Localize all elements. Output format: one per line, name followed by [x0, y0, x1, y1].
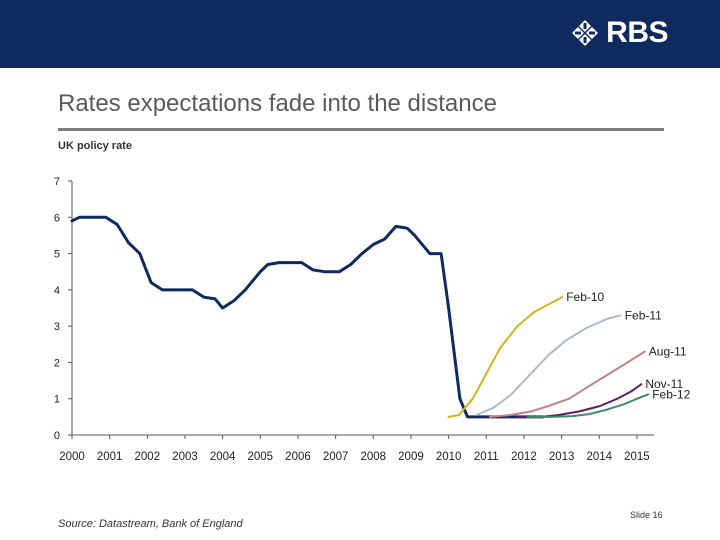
- x-tick-label: 2007: [323, 451, 349, 463]
- x-tick-label: 2001: [97, 451, 123, 463]
- x-tick-label: 2002: [135, 451, 161, 463]
- series-line: [488, 350, 646, 418]
- y-tick-label: 6: [54, 212, 60, 224]
- x-tick-label: 2010: [436, 451, 462, 463]
- x-tick-label: 2000: [59, 451, 85, 463]
- rbs-daisy-icon: [572, 20, 599, 46]
- x-tick-label: 2011: [474, 451, 499, 463]
- slide-number: Slide 16: [630, 510, 663, 520]
- series-label: Nov-11: [645, 377, 683, 391]
- policy-rate-chart: 0 1 2 3 4 5 6 7 2000 2001 2002 2003 2004 2005 2006 2007…: [54, 176, 691, 463]
- y-tick-label: 1: [54, 394, 60, 406]
- x-tick-label: 2003: [172, 451, 198, 463]
- slide-title: Rates expectations fade into the distanc…: [58, 90, 497, 117]
- x-tick-label: 2006: [285, 451, 311, 463]
- x-tick-label: 2008: [361, 451, 387, 463]
- series-label: Feb-10: [566, 290, 604, 304]
- x-tick-label: 2009: [398, 451, 424, 463]
- header-bar: RBS: [0, 0, 720, 68]
- y-tick-label: 5: [54, 249, 60, 261]
- series-label: Feb-11: [625, 308, 662, 322]
- series-line: [526, 393, 650, 418]
- series-label: Aug-11: [649, 345, 687, 359]
- series-line: [70, 215, 545, 419]
- y-tick-label: 3: [54, 321, 60, 333]
- title-rule: [58, 128, 664, 131]
- brand-name: RBS: [606, 16, 668, 49]
- series-line: [516, 383, 643, 418]
- y-tick-label: 4: [54, 285, 60, 297]
- series-line: [475, 314, 622, 416]
- series-label: Feb-12: [652, 387, 690, 401]
- rbs-logo: RBS: [570, 18, 668, 48]
- y-tick-label: 2: [54, 357, 60, 369]
- x-tick-label: 2015: [624, 451, 650, 463]
- x-tick-label: 2014: [586, 451, 612, 463]
- x-tick-label: 2012: [511, 451, 537, 463]
- y-tick-label: 0: [54, 430, 60, 442]
- chart-title: UK policy rate: [58, 140, 132, 152]
- x-tick-label: 2013: [549, 451, 575, 463]
- x-tick-label: 2005: [248, 451, 274, 463]
- source-note: Source: Datastream, Bank of England: [58, 518, 243, 530]
- x-tick-label: 2004: [210, 451, 236, 463]
- y-tick-label: 7: [54, 176, 60, 188]
- series-line: [447, 296, 564, 418]
